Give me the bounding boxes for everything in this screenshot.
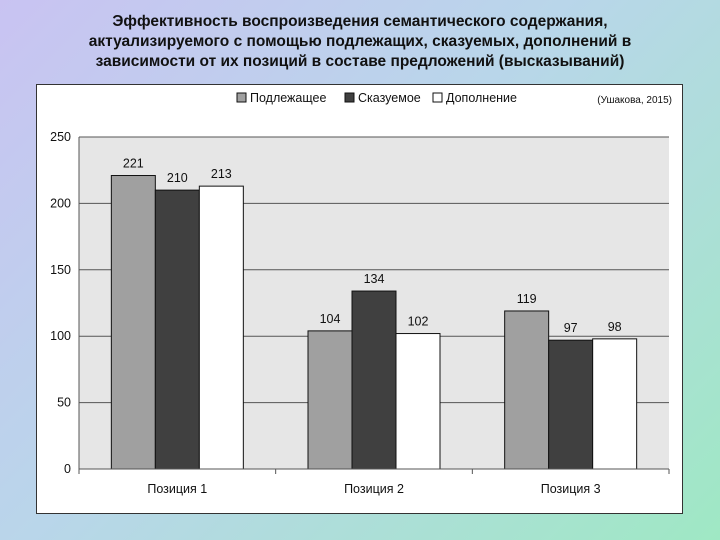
legend-label: Дополнение <box>446 91 517 105</box>
y-tick-label: 200 <box>50 196 71 210</box>
data-label: 134 <box>364 272 385 286</box>
y-axis: 0 50 100 150 200 250 <box>50 130 80 476</box>
bar-1-1 <box>110 175 156 470</box>
bar-3-3 <box>592 338 638 470</box>
x-tick-label: Позиция 3 <box>541 482 601 496</box>
bars: 221 210 213 104 134 102 119 97 98 <box>110 157 638 470</box>
bar-3-1 <box>198 185 244 470</box>
y-tick-label: 50 <box>57 396 71 410</box>
data-label: 97 <box>564 321 578 335</box>
source-annotation: (Ушакова, 2015) <box>597 95 672 106</box>
chart-title: Эффективность воспроизведения семантичес… <box>40 12 680 72</box>
legend-swatch <box>344 92 355 103</box>
data-label: 210 <box>167 171 188 185</box>
y-tick-label: 250 <box>50 130 71 144</box>
bar-1-2 <box>307 330 353 470</box>
data-label: 102 <box>408 315 429 329</box>
legend-label: Сказуемое <box>358 91 421 105</box>
legend: Подлежащее Сказуемое Дополнение <box>236 91 517 105</box>
legend-label: Подлежащее <box>250 91 326 105</box>
bar-1-3 <box>504 310 550 470</box>
y-tick-label: 0 <box>64 462 71 476</box>
title-line-2: актуализируемого с помощью подлежащих, с… <box>88 33 632 50</box>
data-label: 221 <box>123 157 144 171</box>
x-tick-label: Позиция 2 <box>344 482 404 496</box>
bar-chart: Подлежащее Сказуемое Дополнение (Ушакова, … <box>50 91 672 496</box>
y-tick-label: 100 <box>50 329 71 343</box>
bar-2-3 <box>548 339 594 470</box>
x-tick-label: Позиция 1 <box>147 482 207 496</box>
title-line-3: зависимости от их позиций в составе пред… <box>95 53 625 70</box>
bar-2-1 <box>154 189 200 470</box>
y-tick-label: 150 <box>50 263 71 277</box>
bar-3-2 <box>395 333 441 470</box>
data-label: 213 <box>211 167 232 181</box>
data-label: 119 <box>517 292 537 306</box>
title-line-1: Эффективность воспроизведения семантичес… <box>112 13 608 30</box>
data-label: 98 <box>608 320 622 334</box>
data-label: 104 <box>320 312 341 326</box>
chart-panel: Подлежащее Сказуемое Дополнение (Ушакова, … <box>36 84 683 514</box>
legend-swatch <box>236 92 247 103</box>
bar-2-2 <box>351 290 397 470</box>
legend-swatch <box>432 92 443 103</box>
x-axis: Позиция 1 Позиция 2 Позиция 3 <box>78 468 670 496</box>
